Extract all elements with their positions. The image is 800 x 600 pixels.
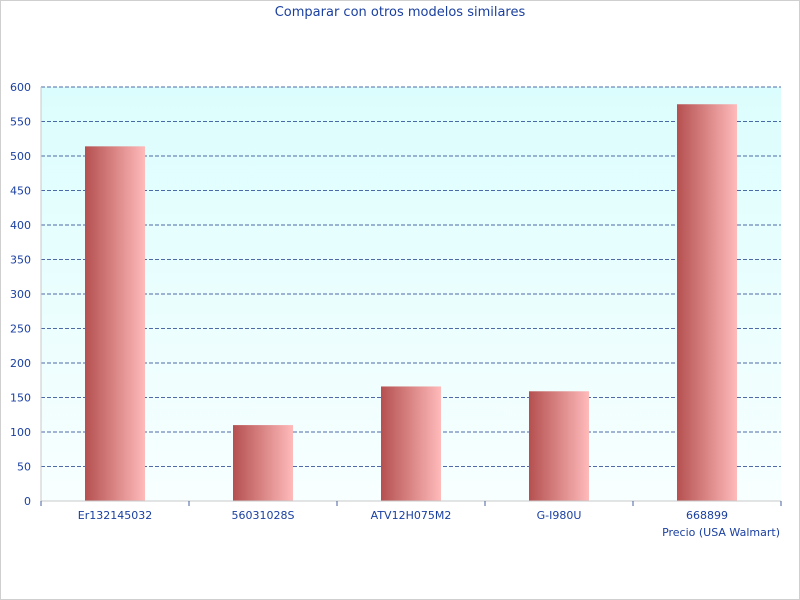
x-tick-label: 668899 (686, 509, 728, 522)
bar (529, 391, 589, 501)
bars (85, 104, 737, 501)
axes: 0 50 100 150 200 250 300 350 400 450 500 550 600 Er13… (10, 81, 782, 522)
bar (233, 425, 293, 501)
bar (85, 146, 145, 501)
y-tick-label: 550 (10, 116, 31, 129)
x-tick-label: G-I980U (537, 509, 582, 522)
bar (381, 386, 441, 501)
y-tick-label: 250 (10, 323, 31, 336)
y-tick-label: 450 (10, 185, 31, 198)
y-tick-label: 400 (10, 219, 31, 232)
x-axis-title: Precio (USA Walmart) (662, 526, 780, 539)
y-tick-label: 150 (10, 392, 31, 405)
y-tick-label: 0 (24, 495, 31, 508)
bar (677, 104, 737, 501)
y-tick-label: 350 (10, 254, 31, 267)
y-tick-label: 50 (17, 461, 31, 474)
y-tick-label: 200 (10, 357, 31, 370)
chart-title: Comparar con otros modelos similares (274, 5, 526, 20)
x-tick-label: 56031028S (232, 509, 295, 522)
y-tick-label: 300 (10, 288, 31, 301)
y-tick-label: 600 (10, 81, 31, 94)
x-tick-label: Er132145032 (78, 509, 152, 522)
x-tick-label: ATV12H075M2 (371, 509, 452, 522)
y-tick-label: 100 (10, 426, 31, 439)
y-tick-label: 500 (10, 150, 31, 163)
